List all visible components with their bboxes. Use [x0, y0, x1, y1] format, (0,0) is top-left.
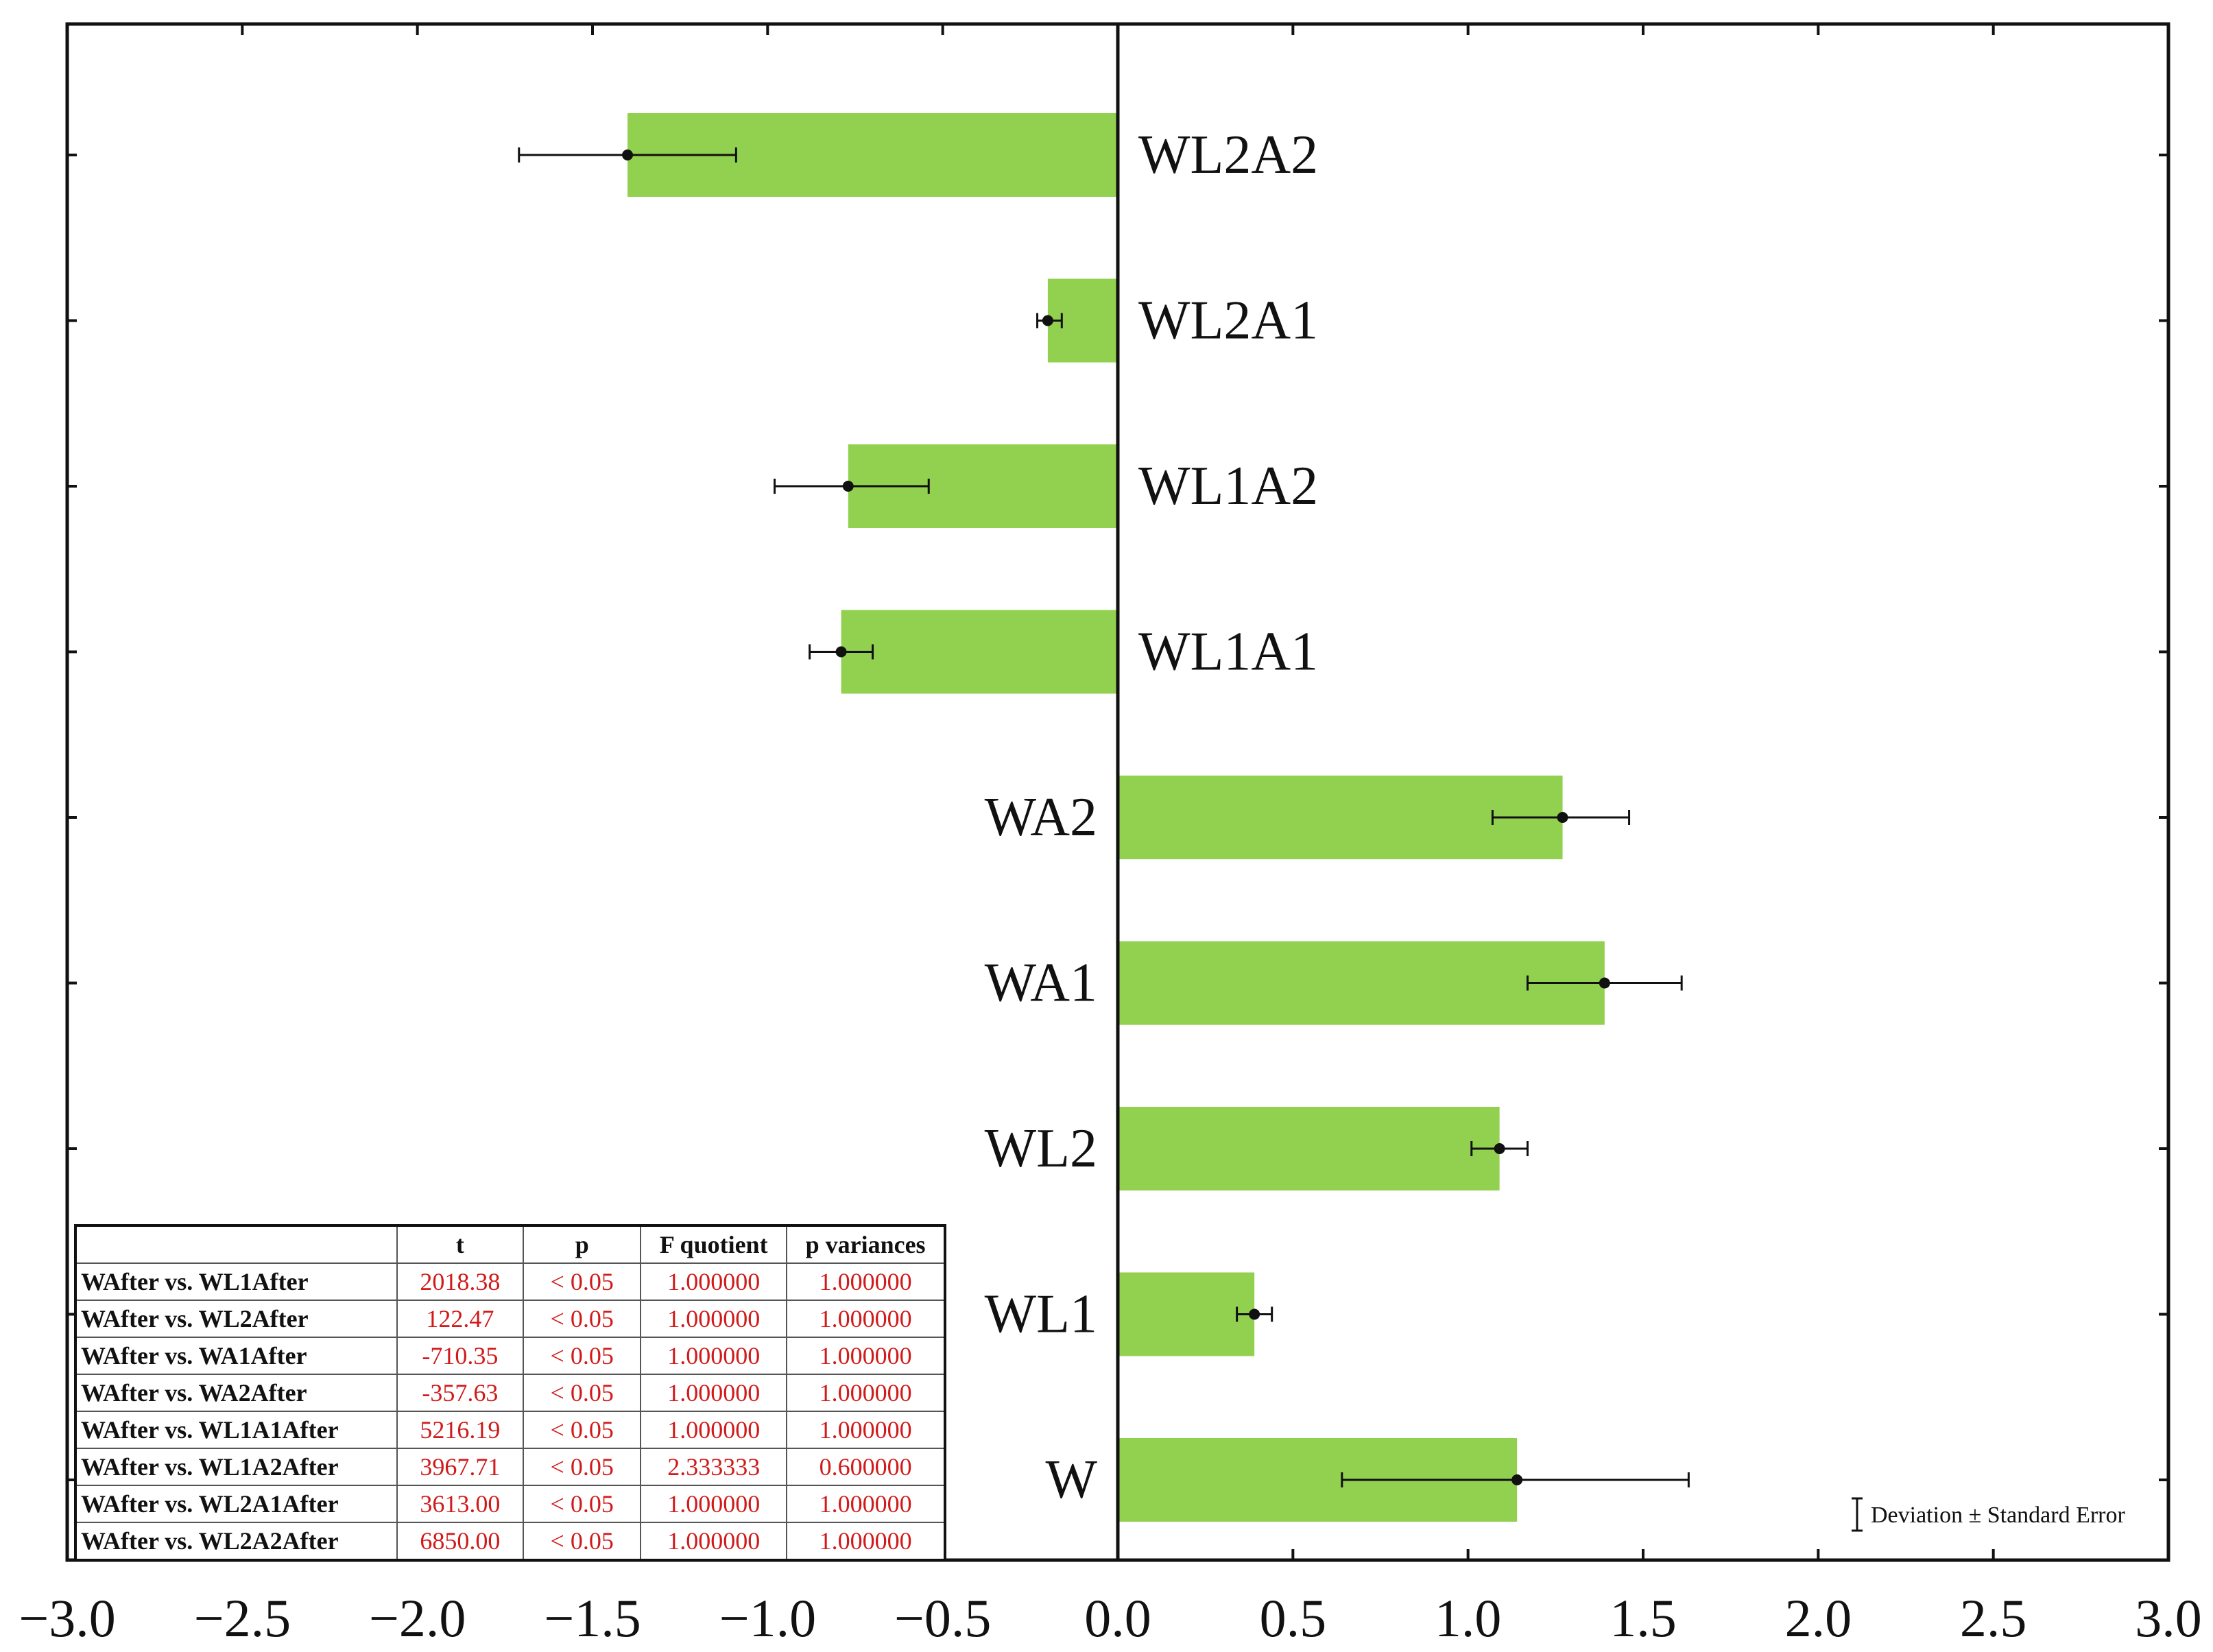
value-cell: 3967.71 — [396, 1448, 525, 1486]
mean-point-wl2a2 — [622, 149, 634, 160]
value-cell: 1.000000 — [786, 1300, 946, 1338]
mean-point-wl1a2 — [842, 481, 854, 492]
category-label-wa2: WA2 — [985, 787, 1097, 848]
value-cell: -357.63 — [396, 1374, 525, 1412]
table-row: WAfter vs. WL1A1After 5216.19 < 0.05 1.0000… — [75, 1411, 946, 1449]
category-label-wl2a2: WL2A2 — [1138, 125, 1318, 185]
value-cell: 1.000000 — [786, 1522, 946, 1561]
value-cell: 1.000000 — [786, 1337, 946, 1375]
table-header-cell: t — [396, 1225, 525, 1264]
value-cell: < 0.05 — [523, 1262, 642, 1301]
value-cell: 1.000000 — [640, 1374, 788, 1412]
value-cell: 2018.38 — [396, 1262, 525, 1301]
table-row: WAfter vs. WL2A2After 6850.00 < 0.05 1.0000… — [75, 1522, 946, 1561]
bar-wl1 — [1118, 1272, 1255, 1356]
mean-point-wa2 — [1557, 812, 1568, 823]
comparison-cell: WAfter vs. WA1After — [75, 1337, 398, 1375]
value-cell: -710.35 — [396, 1337, 525, 1375]
category-label-wl1a2: WL1A2 — [1138, 456, 1318, 516]
mean-point-wa1 — [1599, 977, 1610, 989]
table-header-cell: F quotient — [640, 1225, 788, 1264]
value-cell: 1.000000 — [640, 1300, 788, 1338]
x-tick-label: −2.5 — [194, 1588, 291, 1648]
value-cell: 1.000000 — [640, 1485, 788, 1523]
comparison-cell: WAfter vs. WL2A2After — [75, 1522, 398, 1561]
mean-point-w — [1511, 1474, 1523, 1485]
category-label-wl1a1: WL1A1 — [1138, 622, 1318, 682]
value-cell: < 0.05 — [523, 1448, 642, 1486]
value-cell: 3613.00 — [396, 1485, 525, 1523]
comparison-cell: WAfter vs. WL1After — [75, 1262, 398, 1301]
value-cell: 1.000000 — [786, 1411, 946, 1449]
value-cell: < 0.05 — [523, 1300, 642, 1338]
category-label-wa1: WA1 — [985, 953, 1097, 1014]
value-cell: < 0.05 — [523, 1522, 642, 1561]
value-cell: 0.600000 — [786, 1448, 946, 1486]
value-cell: < 0.05 — [523, 1337, 642, 1375]
table-row: WAfter vs. WL1A2After 3967.71 < 0.05 2.3333… — [75, 1448, 946, 1486]
x-tick-label: −2.0 — [369, 1588, 466, 1648]
value-cell: 1.000000 — [640, 1262, 788, 1301]
bar-wl1a1 — [841, 610, 1118, 694]
x-tick-label: 1.0 — [1435, 1588, 1502, 1648]
x-tick-label: 2.5 — [1960, 1588, 2027, 1648]
category-label-wl2: WL2 — [985, 1118, 1097, 1179]
comparison-cell: WAfter vs. WL1A2After — [75, 1448, 398, 1486]
legend: Deviation ± Standard Error — [1852, 1497, 2126, 1532]
value-cell: 1.000000 — [640, 1337, 788, 1375]
bar-wa2 — [1118, 776, 1563, 859]
category-label-wl1: WL1 — [985, 1284, 1097, 1345]
comparison-cell: WAfter vs. WL2A1After — [75, 1485, 398, 1523]
table-row: WAfter vs. WL1After 2018.38 < 0.05 1.000000… — [75, 1262, 946, 1301]
value-cell: 1.000000 — [786, 1485, 946, 1523]
legend-label: Deviation ± Standard Error — [1871, 1503, 2126, 1528]
x-tick-label: −0.5 — [894, 1588, 992, 1648]
value-cell: 122.47 — [396, 1300, 525, 1338]
x-tick-label: 2.0 — [1785, 1588, 1852, 1648]
mean-point-wl2a1 — [1042, 315, 1053, 326]
value-cell: 1.000000 — [640, 1522, 788, 1561]
value-cell: < 0.05 — [523, 1374, 642, 1412]
value-cell: 2.333333 — [640, 1448, 788, 1486]
comparison-cell: WAfter vs. WL1A1After — [75, 1411, 398, 1449]
x-tick-label: −1.0 — [719, 1588, 817, 1648]
comparison-cell: WAfter vs. WL2After — [75, 1300, 398, 1338]
value-cell: 1.000000 — [640, 1411, 788, 1449]
bar-wa1 — [1118, 941, 1605, 1025]
value-cell: 1.000000 — [786, 1262, 946, 1301]
bar-wl2 — [1118, 1107, 1500, 1190]
comparison-cell: WAfter vs. WA2After — [75, 1374, 398, 1412]
x-tick-label: 1.5 — [1610, 1588, 1677, 1648]
mean-point-wl1 — [1249, 1308, 1260, 1320]
x-tick-label: 0.0 — [1084, 1588, 1151, 1648]
mean-point-wl1a1 — [835, 646, 847, 658]
table-row: WAfter vs. WL2A1After 3613.00 < 0.05 1.0000… — [75, 1485, 946, 1523]
table-row: WAfter vs. WA1After -710.35 < 0.05 1.000000… — [75, 1337, 946, 1375]
x-tick-label: 3.0 — [2135, 1588, 2202, 1648]
table-row: WAfter vs. WL2After 122.47 < 0.05 1.000000 1… — [75, 1300, 946, 1338]
value-cell: < 0.05 — [523, 1485, 642, 1523]
x-tick-label: −1.5 — [544, 1588, 641, 1648]
value-cell: 6850.00 — [396, 1522, 525, 1561]
table-header-cell: p variances — [786, 1225, 946, 1264]
x-tick-label: −3.0 — [19, 1588, 116, 1648]
value-cell: < 0.05 — [523, 1411, 642, 1449]
table-header-cell — [75, 1225, 398, 1264]
category-label-wl2a1: WL2A1 — [1138, 291, 1318, 351]
table-header-cell: p — [523, 1225, 642, 1264]
table-row: WAfter vs. WA2After -357.63 < 0.05 1.000000… — [75, 1374, 946, 1412]
mean-point-wl2 — [1494, 1143, 1505, 1154]
value-cell: 1.000000 — [786, 1374, 946, 1412]
value-cell: 5216.19 — [396, 1411, 525, 1449]
category-label-w: W — [1045, 1450, 1097, 1510]
x-tick-label: 0.5 — [1260, 1588, 1327, 1648]
